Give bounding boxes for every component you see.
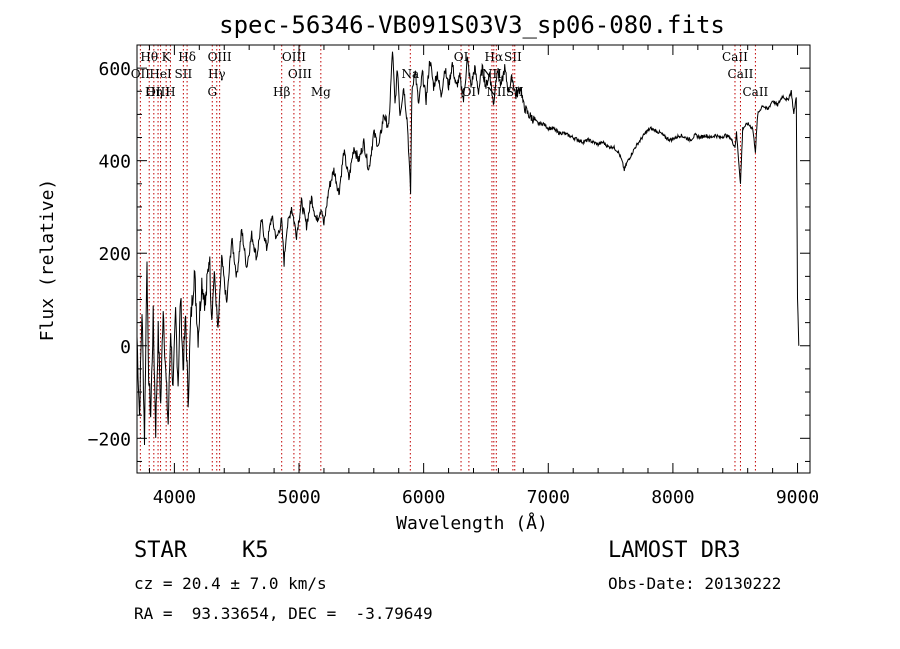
- x-tick-label: 4000: [153, 487, 196, 508]
- line-marker-label: OII: [131, 67, 151, 81]
- line-marker-label: Hα: [485, 50, 504, 64]
- line-marker-label: OIII: [288, 67, 312, 81]
- x-tick-label: 7000: [527, 487, 570, 508]
- line-marker-label: H: [165, 85, 175, 99]
- line-marker-label: Mg: [311, 85, 331, 99]
- line-marker-label: CaII: [722, 50, 748, 64]
- y-axis-label: Flux (relative): [37, 179, 58, 342]
- series-group: [136, 51, 800, 446]
- line-marker-label: OI: [462, 85, 477, 99]
- line-marker-label: OIII: [146, 85, 170, 99]
- obs-date: Obs-Date: 20130222: [608, 574, 782, 593]
- y-tick-label: 600: [98, 59, 131, 80]
- x-tick-label: 6000: [402, 487, 445, 508]
- line-marker-label: NII: [486, 85, 506, 99]
- coordinates: RA = 93.33654, DEC = -3.79649: [134, 604, 433, 623]
- plot-frame: [136, 44, 811, 474]
- x-tick-label: 8000: [651, 487, 694, 508]
- cz-value: cz = 20.4 ± 7.0 km/s: [134, 574, 327, 593]
- axis-ticks: 4000 5000 6000 7000 8000 9000 −200 0 200 400 600: [88, 44, 819, 508]
- y-tick-label: 200: [98, 244, 131, 265]
- survey-label: LAMOST DR3: [608, 538, 741, 563]
- line-marker-label: K: [162, 50, 172, 64]
- x-tick-label: 9000: [776, 487, 819, 508]
- line-marker-label: SII: [175, 67, 193, 81]
- line-marker-label: CaII: [742, 85, 768, 99]
- x-axis-label: Wavelength (Å): [396, 512, 548, 534]
- line-marker-label: G: [207, 85, 217, 99]
- spectrum-line: [136, 51, 800, 446]
- line-marker-label: OIII: [208, 50, 232, 64]
- line-marker-label: Hγ: [208, 67, 226, 81]
- line-marker-label: Hθ: [140, 50, 158, 64]
- line-marker-label: SII: [504, 50, 522, 64]
- object-subclass: K5: [242, 538, 269, 563]
- line-marker-label: Hη: [145, 85, 163, 99]
- y-tick-label: 400: [98, 152, 131, 173]
- y-tick-label: −200: [88, 429, 131, 450]
- line-marker-label: OIII: [282, 50, 306, 64]
- line-marker-label: Hδ: [178, 50, 196, 64]
- x-tick-label: 5000: [277, 487, 320, 508]
- line-marker-label: OI: [454, 50, 469, 64]
- y-tick-label: 0: [120, 337, 131, 358]
- line-marker-label: Hβ: [273, 85, 290, 99]
- chart-title: spec-56346-VB091S03V3_sp06-080.fits: [219, 11, 725, 39]
- line-marker-label: HeI: [149, 67, 172, 81]
- line-marker-label: CaII: [728, 67, 754, 81]
- object-class: STAR: [134, 538, 187, 563]
